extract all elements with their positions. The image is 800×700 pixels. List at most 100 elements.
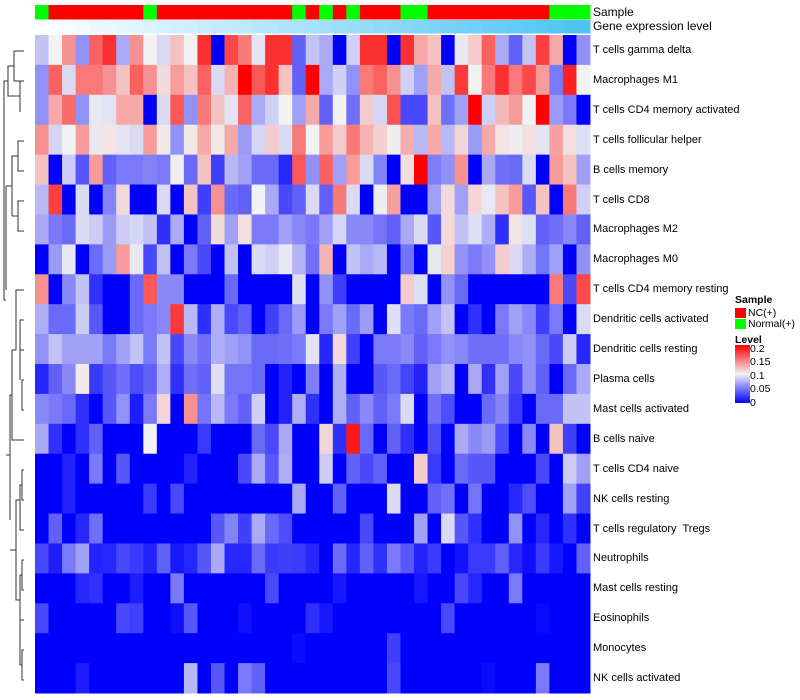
heatmap-cell [332, 35, 347, 66]
heatmap-cell [373, 214, 388, 245]
heatmap-cell [197, 483, 212, 515]
heatmap-cell [35, 483, 50, 515]
heatmap-cell [48, 393, 63, 425]
heatmap-cell [468, 154, 483, 186]
heatmap-cell [305, 35, 320, 66]
heatmap-cell [170, 304, 185, 335]
heatmap-cell [508, 483, 523, 515]
heatmap-cell [210, 214, 226, 245]
heatmap-cell [522, 543, 537, 574]
heatmap-cell [522, 64, 537, 96]
heatmap-cell [35, 513, 50, 544]
gene-expression-annotation-label: Gene expression level [593, 19, 712, 33]
heatmap-cell [265, 94, 280, 126]
heatmap-cell [441, 543, 456, 574]
heatmap-cell [197, 573, 212, 604]
heatmap-cell [238, 364, 253, 395]
gene-expression-annotation-cell [305, 20, 320, 34]
heatmap-cell [535, 543, 550, 574]
heatmap-cell [535, 334, 550, 365]
heatmap-cell [346, 364, 361, 395]
heatmap-cell [549, 124, 564, 156]
heatmap-cell [48, 543, 63, 574]
heatmap-cell [441, 423, 456, 455]
heatmap-cell [481, 573, 496, 604]
heatmap-cell [102, 244, 117, 275]
row-label: Eosinophils [593, 612, 650, 625]
heatmap-cell [441, 573, 456, 604]
heatmap-cell [359, 64, 374, 96]
heatmap-cell [454, 214, 469, 245]
heatmap-cell [535, 214, 550, 245]
heatmap-cell [143, 423, 158, 455]
heatmap-cell [400, 573, 415, 604]
heatmap-cell [265, 633, 280, 664]
heatmap-cell [35, 64, 50, 96]
heatmap-cell [129, 304, 144, 335]
heatmap-cell [75, 304, 90, 335]
heatmap-cell [400, 603, 415, 634]
heatmap-cell [535, 35, 550, 66]
heatmap-cell [441, 483, 456, 515]
heatmap-cell [292, 453, 307, 485]
heatmap-cell [427, 334, 442, 365]
heatmap-cell [75, 35, 90, 66]
heatmap-cell [562, 513, 577, 544]
heatmap-cell [481, 214, 496, 245]
heatmap-cell [522, 573, 537, 604]
heatmap-cell [156, 573, 171, 604]
heatmap-cell [224, 483, 239, 515]
heatmap-cell [319, 35, 334, 66]
heatmap-cell [522, 513, 537, 544]
heatmap-cell [522, 603, 537, 634]
heatmap-cell [373, 633, 388, 664]
heatmap-cell [48, 483, 63, 515]
heatmap-cell [332, 543, 347, 574]
heatmap-cell [75, 334, 90, 365]
heatmap-cell [562, 543, 577, 574]
heatmap-cell [143, 364, 158, 395]
heatmap-cell [305, 573, 320, 604]
heatmap-cell [156, 513, 171, 544]
heatmap-cell [305, 513, 320, 544]
heatmap-cell [183, 304, 198, 335]
heatmap-cell [75, 603, 90, 634]
heatmap-cell [454, 364, 469, 395]
heatmap-cell [373, 304, 388, 335]
heatmap-cell [183, 633, 198, 664]
gene-expression-annotation-cell [224, 20, 239, 34]
heatmap-cell [454, 543, 469, 574]
heatmap-cell [562, 214, 577, 245]
heatmap-cell [495, 573, 510, 604]
heatmap-cell [346, 184, 361, 215]
heatmap-cell [522, 393, 537, 425]
heatmap-cell [292, 483, 307, 515]
heatmap-cell [481, 543, 496, 574]
row-label: T cells CD4 naive [593, 462, 679, 475]
heatmap-cell [224, 364, 239, 395]
gene-expression-annotation-cell [197, 20, 212, 34]
heatmap-cell [373, 184, 388, 215]
heatmap-cell [427, 543, 442, 574]
heatmap-cell [508, 513, 523, 544]
heatmap-cell [265, 214, 280, 245]
heatmap-cell [238, 513, 253, 544]
heatmap-cell [535, 513, 550, 544]
heatmap-cell [346, 214, 361, 245]
heatmap-cell [427, 423, 442, 455]
sample-annotation-cell [292, 5, 307, 20]
heatmap-cell [576, 64, 591, 96]
heatmap-cell [265, 334, 280, 365]
heatmap-cell [481, 364, 496, 395]
heatmap-cell [549, 453, 564, 485]
heatmap-cell [238, 35, 253, 66]
heatmap-cell [89, 334, 104, 365]
sample-annotation-cell [522, 5, 537, 20]
gene-expression-annotation-cell [549, 20, 564, 34]
heatmap-cell [400, 364, 415, 395]
heatmap-cell [89, 64, 104, 96]
heatmap-cell [238, 573, 253, 604]
heatmap-cell [265, 603, 280, 634]
heatmap-cell [373, 393, 388, 425]
heatmap-cell [562, 244, 577, 275]
